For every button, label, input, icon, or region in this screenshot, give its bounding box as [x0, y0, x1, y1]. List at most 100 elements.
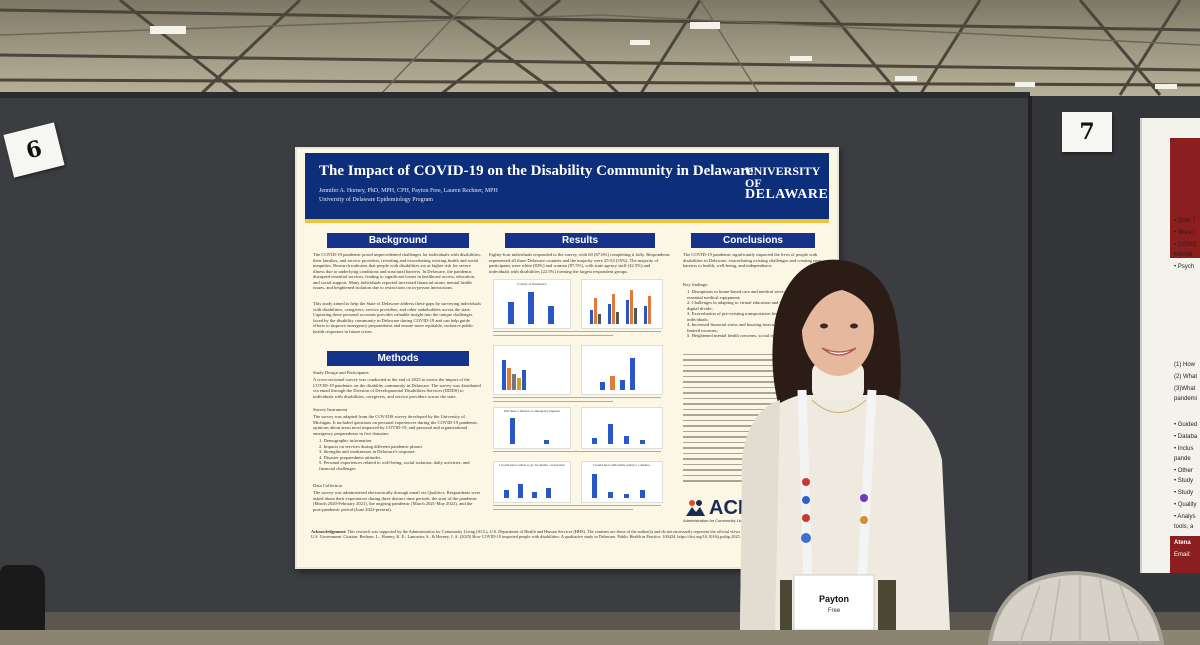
- list-item: • Inclus: [1174, 446, 1194, 452]
- results-figure: [493, 345, 571, 395]
- figure-bar: [610, 376, 615, 390]
- list-item: 4. Increased financial stress and housin…: [687, 322, 819, 333]
- list-item: 2. Impacts on services during different …: [319, 443, 423, 449]
- logo-line-2: DELAWARE: [745, 187, 829, 202]
- key-findings-label: Key findings:: [683, 282, 709, 287]
- figure-bar: [508, 302, 514, 324]
- list-item: 5. Heightened mental health concerns, so…: [687, 333, 816, 338]
- gold-rule: [305, 219, 829, 223]
- figure-bar: [546, 488, 551, 498]
- figure-caption: [493, 451, 661, 452]
- list-item: • Study: [1174, 478, 1194, 484]
- figure-bar: [624, 494, 629, 498]
- figure-bar: [630, 358, 635, 390]
- list-item: (2) What: [1174, 374, 1198, 380]
- poster-title: The Impact of COVID-19 on the Disability…: [319, 163, 754, 179]
- list-item: • Databa: [1174, 434, 1198, 440]
- results-paragraph: Eighty-four individuals responded to the…: [489, 252, 670, 274]
- list-item: • Other: [1174, 468, 1193, 474]
- figure-caption: [493, 397, 661, 398]
- figure-caption: [493, 331, 661, 332]
- badge-name: Payton: [819, 594, 849, 604]
- methods-subheading: Study Design and Participants: [313, 370, 369, 375]
- chair: [987, 570, 1165, 645]
- figure-caption: [493, 509, 633, 510]
- figure-bar: [517, 378, 521, 390]
- results-figure: I would know where to go for shelter / e…: [493, 461, 571, 503]
- figure-title: I would feel comfortable going to a shel…: [592, 463, 652, 467]
- results-figure: [581, 407, 663, 449]
- figure-bar: [644, 306, 647, 324]
- figure-bar: [510, 418, 515, 444]
- figure-bar: [608, 304, 611, 324]
- poster-authors: Jennifer A. Horney, PhD, MPH, CPH, Payto…: [319, 188, 498, 194]
- section-heading-results: Results: [505, 233, 655, 248]
- acknowledgement: Acknowledgement: This research was suppo…: [311, 529, 825, 540]
- background-paragraph: The COVID-19 pandemic posed unprecedente…: [313, 252, 481, 290]
- methods-paragraph: The survey was administered electronical…: [313, 490, 481, 512]
- ceiling-truss: [0, 0, 1200, 100]
- figure-caption: [493, 505, 661, 506]
- figure-title: Was there a disaster or emergency happen…: [503, 409, 561, 413]
- adjacent-poster: • Over 7 • More t • COVID Mental • Psych…: [1140, 118, 1200, 573]
- figure-caption: [493, 401, 613, 402]
- list-item: Atena: [1174, 540, 1191, 546]
- section-heading-background: Background: [327, 233, 469, 248]
- figure-bar: [592, 438, 597, 444]
- figure-bar: [616, 312, 619, 324]
- figure-bar: [626, 300, 629, 324]
- list-item: pande: [1174, 456, 1191, 462]
- poster-header: The Impact of COVID-19 on the Disability…: [305, 153, 829, 219]
- figure-bar: [522, 370, 526, 390]
- list-item: • Guided: [1174, 422, 1198, 428]
- list-item: 2. Challenges in adapting to virtual edu…: [687, 300, 821, 311]
- conclusions-paragraph: The COVID-19 pandemic significantly impa…: [683, 252, 821, 268]
- results-figure: [581, 279, 663, 329]
- methods-list: 1. Demographic information 2. Impacts on…: [319, 438, 481, 471]
- figure-bar: [528, 292, 534, 324]
- list-item: tools, a: [1174, 524, 1194, 530]
- figure-bar: [624, 436, 629, 444]
- bag: [0, 565, 45, 630]
- list-item: pandemi: [1174, 396, 1198, 402]
- figure-bar: [532, 492, 537, 498]
- results-figure: Was there a disaster or emergency happen…: [493, 407, 571, 449]
- methods-paragraph: A cross-sectional survey was conducted a…: [313, 377, 481, 399]
- badge-last-name: Free: [828, 608, 841, 614]
- presenter-person: Payton Free: [740, 259, 950, 630]
- list-item: 3. Exacerbation of pre-existing transpor…: [687, 311, 810, 322]
- list-item: 1. Disruptions in home-based care and me…: [687, 289, 814, 300]
- figure-title: County of Residence: [517, 282, 547, 286]
- figure-bar: [608, 424, 613, 444]
- key-findings-list: 1. Disruptions in home-based care and me…: [687, 289, 823, 339]
- methods-subheading: Survey Instrument: [313, 407, 348, 412]
- results-figure: County of Residence: [493, 279, 571, 329]
- list-item: • More t: [1174, 230, 1195, 236]
- list-item: • Quality: [1174, 502, 1197, 508]
- list-item: 3. Strengths and weaknesses in Delaware'…: [319, 449, 415, 454]
- section-heading-conclusions: Conclusions: [691, 233, 815, 248]
- figure-bar: [507, 368, 511, 390]
- acl-logo-icon: [686, 500, 705, 516]
- list-item: • Over 7: [1174, 218, 1196, 224]
- logo-line-1: UNIVERSITY OF: [745, 164, 820, 190]
- results-figure: I would feel comfortable going to a shel…: [581, 461, 663, 503]
- background-paragraph-2: This study aimed to help the State of De…: [313, 301, 481, 334]
- adjacent-poster-footer: [1170, 536, 1200, 573]
- figure-bar: [598, 314, 601, 324]
- figure-bar: [592, 474, 597, 498]
- figure-bar: [590, 310, 593, 324]
- list-item: • Analys: [1174, 514, 1196, 520]
- figure-bar: [640, 490, 645, 498]
- adjacent-poster-header: [1170, 138, 1200, 258]
- university-logo: UNIVERSITY OF DELAWARE: [745, 164, 829, 202]
- list-item: 1. Demographic information: [319, 438, 372, 443]
- acknowledgement-text: This research was supported by the Admin…: [311, 529, 819, 540]
- figure-bar: [612, 294, 615, 324]
- results-figure: [581, 345, 663, 395]
- methods-paragraph: The survey was adapted from the COV-DIS …: [313, 414, 479, 436]
- figure-bar: [630, 290, 633, 324]
- methods-subheading: Data Collection: [313, 483, 342, 488]
- poster-affiliation: University of Delaware Epidemiology Prog…: [319, 197, 433, 203]
- figure-bar: [518, 484, 523, 498]
